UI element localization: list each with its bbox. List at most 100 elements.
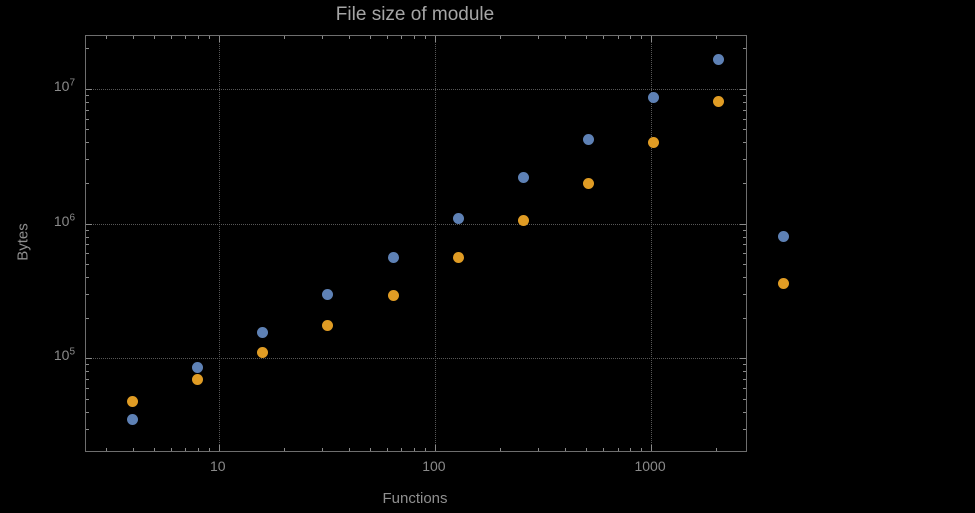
x-axis-tick-top xyxy=(413,36,415,39)
x-axis-tick xyxy=(218,445,220,451)
y-axis-tick-right xyxy=(743,317,746,319)
data-point-series-orange xyxy=(582,177,594,189)
x-axis-tick xyxy=(538,448,540,451)
data-point-series-orange xyxy=(517,215,529,227)
y-axis-tick-right xyxy=(743,388,746,390)
data-point-series-orange xyxy=(452,252,464,263)
data-point-series-blue xyxy=(192,362,204,374)
y-axis-tick xyxy=(86,95,89,97)
x-axis-tick xyxy=(170,448,172,451)
chart-title: File size of module xyxy=(335,4,495,25)
x-tick-label: 10 xyxy=(209,458,226,474)
plot-area xyxy=(85,35,789,452)
x-axis-tick xyxy=(641,448,643,451)
x-axis-tick-top xyxy=(716,36,718,39)
x-axis-tick-top xyxy=(585,36,587,39)
y-axis-tick-right xyxy=(743,142,746,144)
x-axis-label: Functions xyxy=(382,490,448,507)
x-axis-tick xyxy=(434,445,436,451)
x-axis-tick xyxy=(499,448,501,451)
y-axis-tick xyxy=(86,317,89,319)
y-axis-tick xyxy=(86,118,89,120)
grid-line-horizontal xyxy=(86,88,746,90)
x-axis-tick-top xyxy=(170,36,172,39)
data-point-series-orange xyxy=(387,289,399,301)
y-axis-tick xyxy=(86,294,89,296)
x-axis-tick xyxy=(348,448,350,451)
x-axis-tick xyxy=(630,448,632,451)
y-axis-tick-right xyxy=(743,95,746,97)
data-point-series-blue xyxy=(257,327,269,339)
x-axis-tick xyxy=(425,448,427,451)
x-axis-tick xyxy=(132,448,134,451)
y-axis-tick-right xyxy=(743,159,746,161)
x-axis-tick xyxy=(401,448,403,451)
x-axis-tick-top xyxy=(369,36,371,39)
x-axis-tick-top xyxy=(132,36,134,39)
y-axis-tick-right xyxy=(740,88,746,90)
x-axis-tick xyxy=(565,448,567,451)
y-axis-tick xyxy=(86,142,89,144)
x-axis-tick xyxy=(185,448,187,451)
x-axis-tick-top xyxy=(538,36,540,39)
x-tick-label: 1000 xyxy=(634,458,666,474)
x-axis-tick-top xyxy=(401,36,403,39)
y-axis-tick-right xyxy=(743,229,746,231)
y-axis-tick xyxy=(86,388,89,390)
y-axis-tick-right xyxy=(743,364,746,366)
y-axis-tick-right xyxy=(740,223,746,225)
x-axis-tick-top xyxy=(348,36,350,39)
y-axis-tick xyxy=(86,183,89,185)
x-axis-tick xyxy=(283,448,285,451)
x-axis-tick xyxy=(386,448,388,451)
y-tick-label: 105 xyxy=(53,346,75,364)
x-axis-tick-top xyxy=(617,36,619,39)
y-axis-tick-right xyxy=(743,294,746,296)
data-point-series-blue xyxy=(387,252,399,263)
y-axis-tick-right xyxy=(740,358,746,360)
y-tick-label: 107 xyxy=(53,77,75,94)
data-point-series-orange xyxy=(257,347,269,359)
y-axis-tick xyxy=(86,236,89,238)
y-axis-tick xyxy=(86,48,89,50)
y-axis-tick-right xyxy=(743,277,746,279)
y-axis-tick-right xyxy=(743,379,746,381)
grid-line-vertical xyxy=(651,36,653,451)
grid-line-vertical xyxy=(218,36,220,451)
x-axis-tick xyxy=(153,448,155,451)
y-axis-tick xyxy=(86,159,89,161)
y-axis-tick-right xyxy=(743,48,746,50)
x-axis-tick-top xyxy=(425,36,427,39)
data-point-series-orange xyxy=(192,373,204,385)
y-axis-tick xyxy=(86,129,89,131)
x-axis-tick-top xyxy=(434,36,436,42)
x-axis-tick xyxy=(105,448,107,451)
y-axis-tick-right xyxy=(743,398,746,400)
data-point-series-orange xyxy=(322,320,334,332)
x-axis-tick xyxy=(603,448,605,451)
x-axis-tick-top xyxy=(283,36,285,39)
x-tick-label: 100 xyxy=(422,458,446,474)
y-axis-tick xyxy=(86,364,89,366)
y-axis-tick xyxy=(86,229,89,231)
y-axis-tick xyxy=(86,358,92,360)
data-point-series-blue xyxy=(452,212,464,224)
x-axis-tick xyxy=(197,448,199,451)
y-axis-tick-right xyxy=(743,101,746,103)
x-axis-tick xyxy=(651,445,653,451)
x-axis-tick-top xyxy=(641,36,643,39)
x-axis-tick-top xyxy=(386,36,388,39)
x-axis-tick xyxy=(208,448,210,451)
x-axis-tick-top xyxy=(603,36,605,39)
y-axis-tick-right xyxy=(743,236,746,238)
x-axis-tick xyxy=(369,448,371,451)
x-axis-tick xyxy=(585,448,587,451)
y-axis-label: Bytes xyxy=(14,223,32,261)
x-axis-tick-top xyxy=(105,36,107,39)
x-axis-tick xyxy=(321,448,323,451)
y-axis-tick xyxy=(86,223,92,225)
x-axis-tick-top xyxy=(185,36,187,39)
y-axis-tick-right xyxy=(743,183,746,185)
x-axis-tick xyxy=(716,448,718,451)
